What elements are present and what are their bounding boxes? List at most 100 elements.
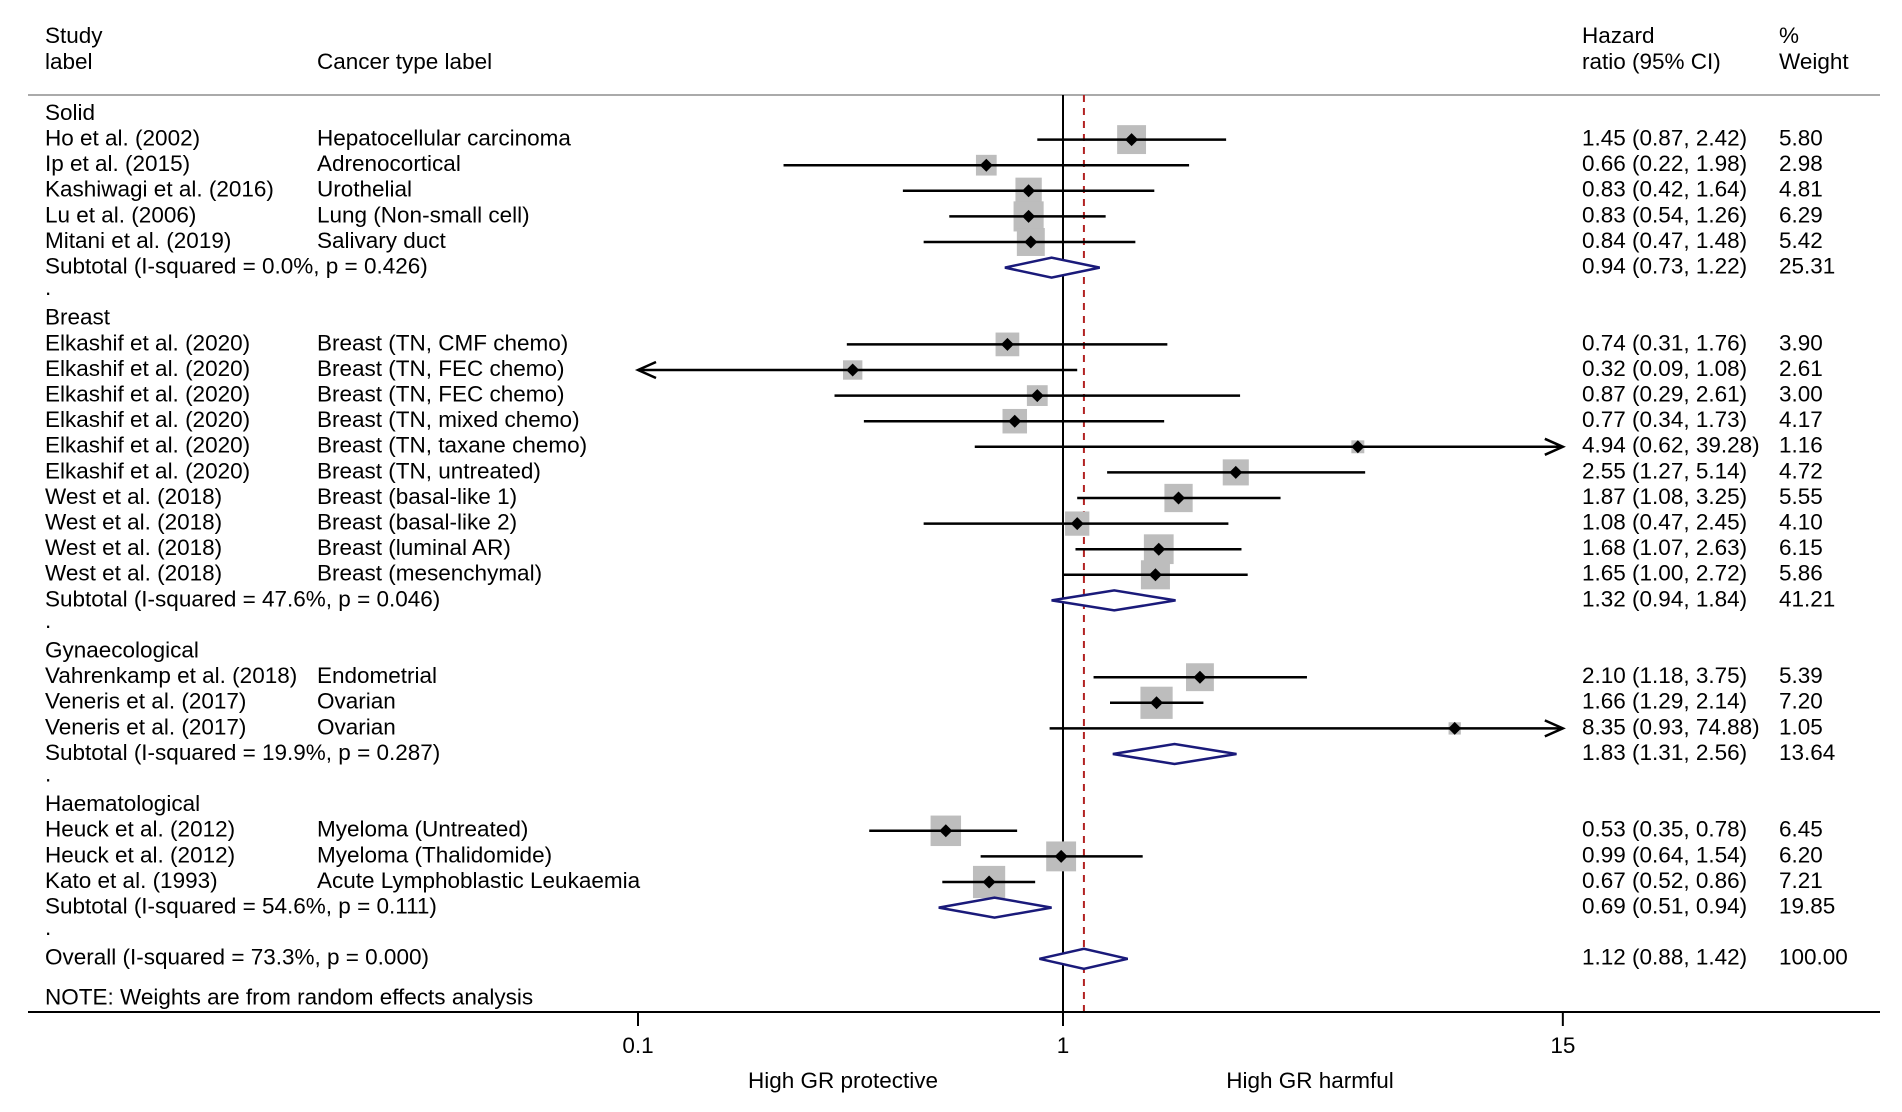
study-label: Elkashif et al. (2020) <box>45 356 250 381</box>
hazard-ratio-ci: 0.87 (0.29, 2.61) <box>1582 382 1747 407</box>
weight-value: 7.21 <box>1779 868 1823 893</box>
point-estimate <box>982 875 996 889</box>
cancer-type-label: Lung (Non-small cell) <box>317 202 530 227</box>
hazard-ratio-ci: 1.65 (1.00, 2.72) <box>1582 561 1747 586</box>
hazard-ratio-ci: 1.08 (0.47, 2.45) <box>1582 510 1747 535</box>
subtotal-diamond <box>1004 256 1100 279</box>
hazard-ratio-ci: 1.87 (1.08, 3.25) <box>1582 484 1747 509</box>
subtotal-label: Subtotal (I-squared = 0.0%, p = 0.426) <box>45 254 428 279</box>
cancer-type-label: Breast (TN, mixed chemo) <box>317 407 580 432</box>
cancer-type-label: Myeloma (Thalidomide) <box>317 842 552 867</box>
weight-value: 6.15 <box>1779 535 1823 560</box>
weight-value: 6.45 <box>1779 817 1823 842</box>
cancer-type-label: Breast (TN, FEC chemo) <box>317 356 565 381</box>
group-label: Solid <box>45 100 95 125</box>
header-ratio-ci: ratio (95% CI) <box>1582 49 1721 74</box>
study-label: West et al. (2018) <box>45 535 222 560</box>
hazard-ratio-ci: 1.45 (0.87, 2.42) <box>1582 126 1747 151</box>
x-tick-label: 0.1 <box>622 1033 653 1058</box>
weight-value: 2.98 <box>1779 151 1823 176</box>
cancer-type-label: Breast (TN, taxane chemo) <box>317 433 587 458</box>
study-label: Mitani et al. (2019) <box>45 228 231 253</box>
group-label: Gynaecological <box>45 638 199 663</box>
point-estimate <box>1193 670 1207 684</box>
study-label: Elkashif et al. (2020) <box>45 458 250 483</box>
ci-arrow-left <box>634 360 657 380</box>
weight-value: 4.72 <box>1779 458 1823 483</box>
weight-value: 5.80 <box>1779 126 1823 151</box>
weight-value: 7.20 <box>1779 689 1823 714</box>
spacer-dot: . <box>45 915 51 940</box>
subtotal-diamond <box>938 896 1052 919</box>
point-estimate <box>1022 209 1036 223</box>
study-label: Heuck et al. (2012) <box>45 842 235 867</box>
study-label: Veneris et al. (2017) <box>45 689 246 714</box>
point-estimate <box>1148 568 1162 582</box>
x-tick-label: 15 <box>1550 1033 1575 1058</box>
ci-arrow-right <box>1544 719 1566 738</box>
subtotal-weight-value: 41.21 <box>1779 586 1835 611</box>
study-label: Elkashif et al. (2020) <box>45 330 250 355</box>
study-label: Veneris et al. (2017) <box>45 714 246 739</box>
spacer-dot: . <box>45 608 51 633</box>
hazard-ratio-ci: 0.84 (0.47, 1.48) <box>1582 228 1747 253</box>
point-estimate <box>1152 542 1166 556</box>
cancer-type-label: Salivary duct <box>317 228 447 253</box>
cancer-type-label: Breast (luminal AR) <box>317 535 511 560</box>
weight-value: 6.20 <box>1779 842 1823 867</box>
study-label: West et al. (2018) <box>45 484 222 509</box>
weight-value: 5.42 <box>1779 228 1823 253</box>
point-estimate <box>1229 465 1243 479</box>
weight-value: 4.17 <box>1779 407 1823 432</box>
spacer-dot: . <box>45 275 51 300</box>
hazard-ratio-ci: 0.74 (0.31, 1.76) <box>1582 330 1747 355</box>
weight-value: 5.39 <box>1779 663 1823 688</box>
point-estimate <box>1172 491 1186 505</box>
cancer-type-label: Myeloma (Untreated) <box>317 817 528 842</box>
point-estimate <box>1008 414 1022 428</box>
hazard-ratio-ci: 0.77 (0.34, 1.73) <box>1582 407 1747 432</box>
hazard-ratio-ci: 0.83 (0.42, 1.64) <box>1582 177 1747 202</box>
study-label: Elkashif et al. (2020) <box>45 407 250 432</box>
hazard-ratio-ci: 0.66 (0.22, 1.98) <box>1582 151 1747 176</box>
point-estimate <box>1448 721 1462 735</box>
point-estimate <box>1351 440 1365 454</box>
header-weight: Weight <box>1779 49 1849 74</box>
subtotal-diamond <box>1112 742 1237 766</box>
point-estimate <box>1054 849 1068 863</box>
weight-value: 5.86 <box>1779 561 1823 586</box>
subtotal-weight-value: 19.85 <box>1779 894 1835 919</box>
header-percent: % <box>1779 23 1799 48</box>
subtotal-label: Subtotal (I-squared = 19.9%, p = 0.287) <box>45 740 440 765</box>
weight-value: 3.90 <box>1779 330 1823 355</box>
x-label-protective: High GR protective <box>748 1068 938 1093</box>
x-tick-label: 1 <box>1057 1033 1070 1058</box>
subtotal-hazard-ratio-ci: 0.69 (0.51, 0.94) <box>1582 894 1747 919</box>
cancer-type-label: Breast (basal-like 2) <box>317 510 517 535</box>
group-label: Breast <box>45 305 111 330</box>
cancer-type-label: Endometrial <box>317 663 437 688</box>
study-label: Lu et al. (2006) <box>45 202 196 227</box>
spacer-dot: . <box>45 762 51 787</box>
study-label: Ho et al. (2002) <box>45 126 200 151</box>
weight-value: 5.55 <box>1779 484 1823 509</box>
overall-diamond <box>1039 947 1129 971</box>
header-study: Study <box>45 23 103 48</box>
subtotal-weight-value: 13.64 <box>1779 740 1835 765</box>
subtotal-hazard-ratio-ci: 1.32 (0.94, 1.84) <box>1582 586 1747 611</box>
weights-note: NOTE: Weights are from random effects an… <box>45 985 533 1010</box>
hazard-ratio-ci: 8.35 (0.93, 74.88) <box>1582 714 1760 739</box>
point-estimate <box>939 824 953 838</box>
hazard-ratio-ci: 0.53 (0.35, 0.78) <box>1582 817 1747 842</box>
hazard-ratio-ci: 4.94 (0.62, 39.28) <box>1582 433 1760 458</box>
hazard-ratio-ci: 2.10 (1.18, 3.75) <box>1582 663 1747 688</box>
hazard-ratio-ci: 1.66 (1.29, 2.14) <box>1582 689 1747 714</box>
point-estimate <box>1030 389 1044 403</box>
study-label: West et al. (2018) <box>45 510 222 535</box>
hazard-ratio-ci: 0.83 (0.54, 1.26) <box>1582 202 1747 227</box>
cancer-type-label: Breast (TN, CMF chemo) <box>317 330 568 355</box>
hazard-ratio-ci: 2.55 (1.27, 5.14) <box>1582 458 1747 483</box>
subtotal-diamond <box>1051 589 1176 612</box>
hazard-ratio-ci: 1.68 (1.07, 2.63) <box>1582 535 1747 560</box>
